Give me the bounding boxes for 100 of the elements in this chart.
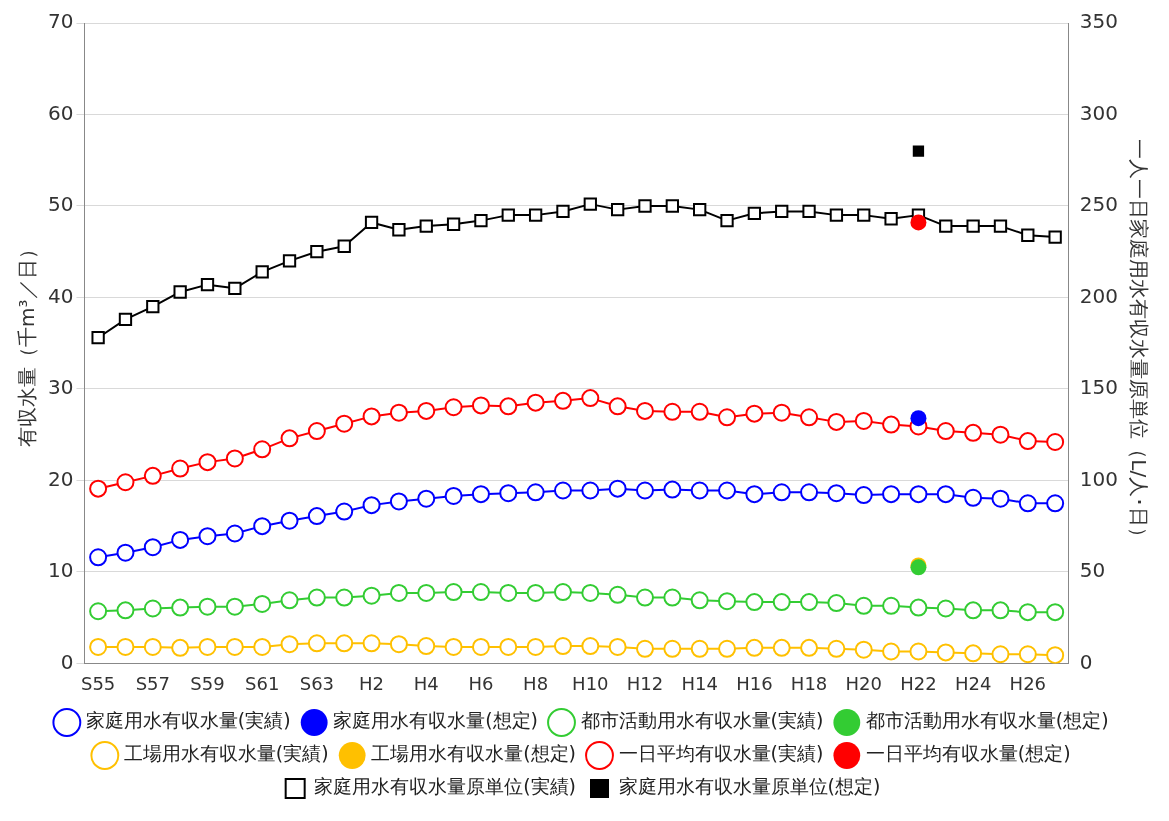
point: [636, 588, 654, 607]
point: [143, 466, 162, 485]
point: [307, 422, 326, 441]
point: [991, 489, 1010, 508]
point: [474, 213, 488, 228]
x-tick-label: H4: [413, 672, 439, 694]
point: [854, 640, 873, 659]
point: [608, 479, 627, 498]
point: [499, 397, 518, 416]
y-tick-label: 60: [48, 100, 74, 125]
point: [1018, 603, 1037, 622]
x-tick-label: H22: [900, 672, 937, 694]
point: [854, 596, 873, 615]
x-tick-label: H26: [1009, 672, 1047, 694]
y2-tick-label: 300: [1079, 100, 1119, 125]
point: [638, 199, 652, 213]
point: [501, 208, 515, 222]
point: [636, 481, 654, 500]
point: [663, 588, 682, 607]
point: [882, 415, 901, 434]
legend-label: 家庭用水有収水量原単位(想定): [618, 775, 881, 798]
x-tick-label: H6: [468, 672, 494, 694]
x-tick-label: H10: [572, 672, 609, 694]
point: [89, 548, 108, 567]
x-tick-label: S61: [245, 672, 280, 694]
point: [253, 637, 272, 656]
point: [225, 637, 244, 656]
point: [253, 517, 272, 536]
point: [909, 598, 928, 617]
point: [499, 583, 518, 602]
point: [636, 639, 654, 658]
point: [581, 637, 600, 656]
point: [1046, 603, 1065, 622]
point: [827, 639, 846, 658]
legend-label: 家庭用水有収水量(想定): [333, 709, 538, 732]
point: [936, 485, 955, 504]
point: [936, 422, 955, 441]
point: [89, 637, 108, 656]
point: [772, 483, 791, 502]
point: [693, 202, 707, 217]
point: [89, 602, 108, 621]
point: [690, 591, 709, 610]
point: [581, 583, 600, 602]
point: [690, 639, 709, 658]
point: [471, 583, 490, 602]
point: [335, 634, 354, 653]
legend-label: 工場用水有収水量(想定): [371, 742, 576, 765]
point: [747, 206, 762, 220]
y-axis-title: 有収水量（千m³／日）: [15, 239, 40, 447]
point: [800, 483, 819, 502]
point: [116, 473, 135, 492]
y2-tick-label: 0: [1079, 649, 1093, 674]
point: [1018, 645, 1037, 664]
point: [171, 530, 190, 549]
point: [171, 638, 190, 657]
point: [745, 404, 764, 423]
point: [964, 423, 983, 442]
legend-label: 一日平均有収水量(実績): [618, 742, 824, 765]
point: [310, 245, 324, 259]
point: [553, 481, 572, 500]
point: [966, 219, 980, 233]
point: [964, 601, 983, 620]
x-tick-label: H8: [523, 672, 549, 694]
point: [444, 486, 463, 505]
point: [307, 634, 326, 653]
point: [364, 215, 379, 230]
point: [964, 644, 983, 663]
point: [608, 637, 627, 656]
point: [854, 411, 873, 430]
point: [253, 594, 272, 613]
point: [854, 486, 873, 505]
legend-label: 都市活動用水有収水量(実績): [580, 709, 824, 732]
point: [556, 204, 570, 219]
point: [964, 488, 983, 507]
point: [936, 643, 955, 662]
point: [827, 412, 846, 431]
point: [173, 285, 187, 299]
point: [389, 403, 408, 422]
y-tick-label: 0: [60, 649, 74, 674]
point: [116, 543, 135, 562]
point: [335, 414, 354, 433]
point: [526, 637, 545, 656]
point: [225, 449, 244, 468]
point: [337, 239, 351, 253]
point: [827, 594, 846, 613]
point: [280, 429, 299, 448]
point: [991, 645, 1010, 664]
point: [471, 396, 490, 415]
point: [581, 481, 600, 500]
point: [446, 217, 461, 231]
point: [389, 492, 408, 511]
point: [611, 202, 625, 217]
legend-label: 都市活動用水有収水量(想定): [865, 709, 1109, 732]
point: [1048, 230, 1062, 244]
point: [581, 389, 600, 408]
point: [228, 281, 242, 295]
point: [116, 637, 135, 656]
point: [146, 299, 160, 314]
point: [882, 596, 901, 615]
point: [718, 408, 737, 427]
